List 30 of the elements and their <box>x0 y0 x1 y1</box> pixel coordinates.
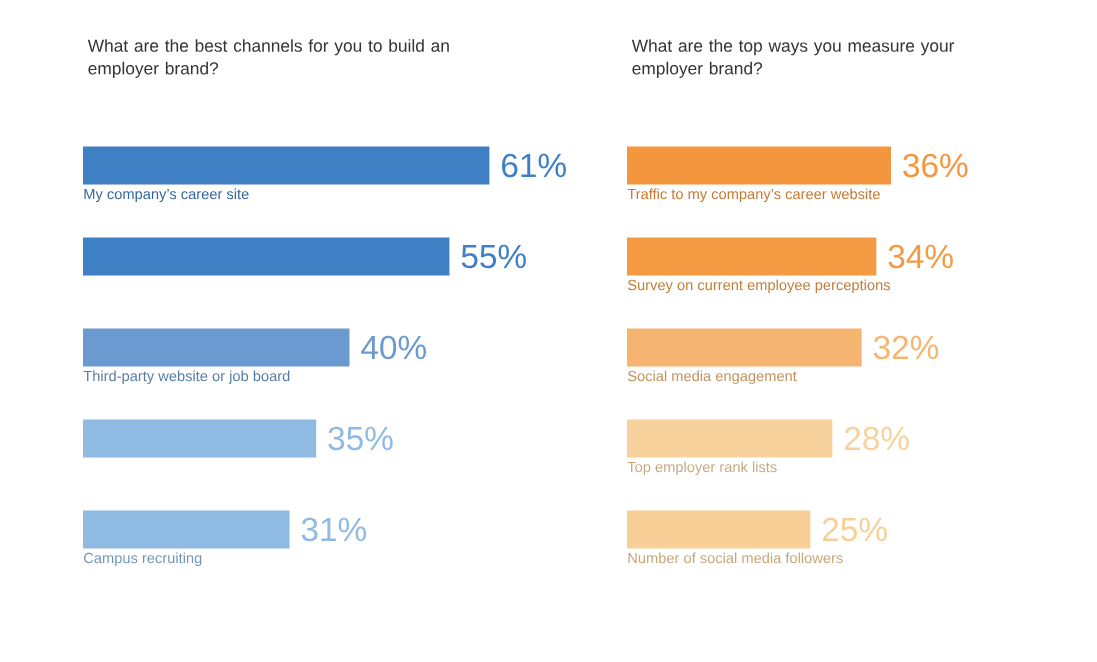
data-label: 61% <box>502 153 566 178</box>
bar <box>627 419 833 458</box>
data-label: 35% <box>328 426 393 451</box>
data-label: 28% <box>844 426 909 451</box>
y-tick-label: Number of social media followers <box>628 552 843 564</box>
y-tick-label: Social media engagement <box>627 370 797 385</box>
bar <box>83 146 490 185</box>
y-tick-label: Campus recruiting <box>84 552 202 567</box>
data-label: 31% <box>301 517 366 542</box>
data-label: 55% <box>461 244 526 269</box>
chart-title: What are the best channels for you to build an employer brand? <box>87 39 449 78</box>
data-label: 40% <box>361 335 426 360</box>
data-label: 36% <box>903 153 968 178</box>
y-tick-label: My company’s career site <box>84 188 249 203</box>
data-label: 32% <box>873 335 939 360</box>
y-tick-label: Third-party website or job board <box>83 370 290 385</box>
bar <box>83 419 317 458</box>
chart-title: What are the top ways you measure your employer brand? <box>631 39 955 78</box>
y-tick-label: Survey on current employee perceptions <box>627 279 891 294</box>
bar <box>83 328 350 367</box>
bar <box>627 146 891 185</box>
bar <box>83 237 450 276</box>
bar <box>627 510 811 549</box>
data-label: 25% <box>822 517 887 542</box>
bar <box>627 328 862 367</box>
y-tick-label: Traffic to my company’s career website <box>627 188 880 203</box>
bar <box>627 237 877 276</box>
y-tick-label: Top employer rank lists <box>627 461 777 476</box>
data-label: 34% <box>888 244 953 269</box>
bar <box>83 510 290 549</box>
